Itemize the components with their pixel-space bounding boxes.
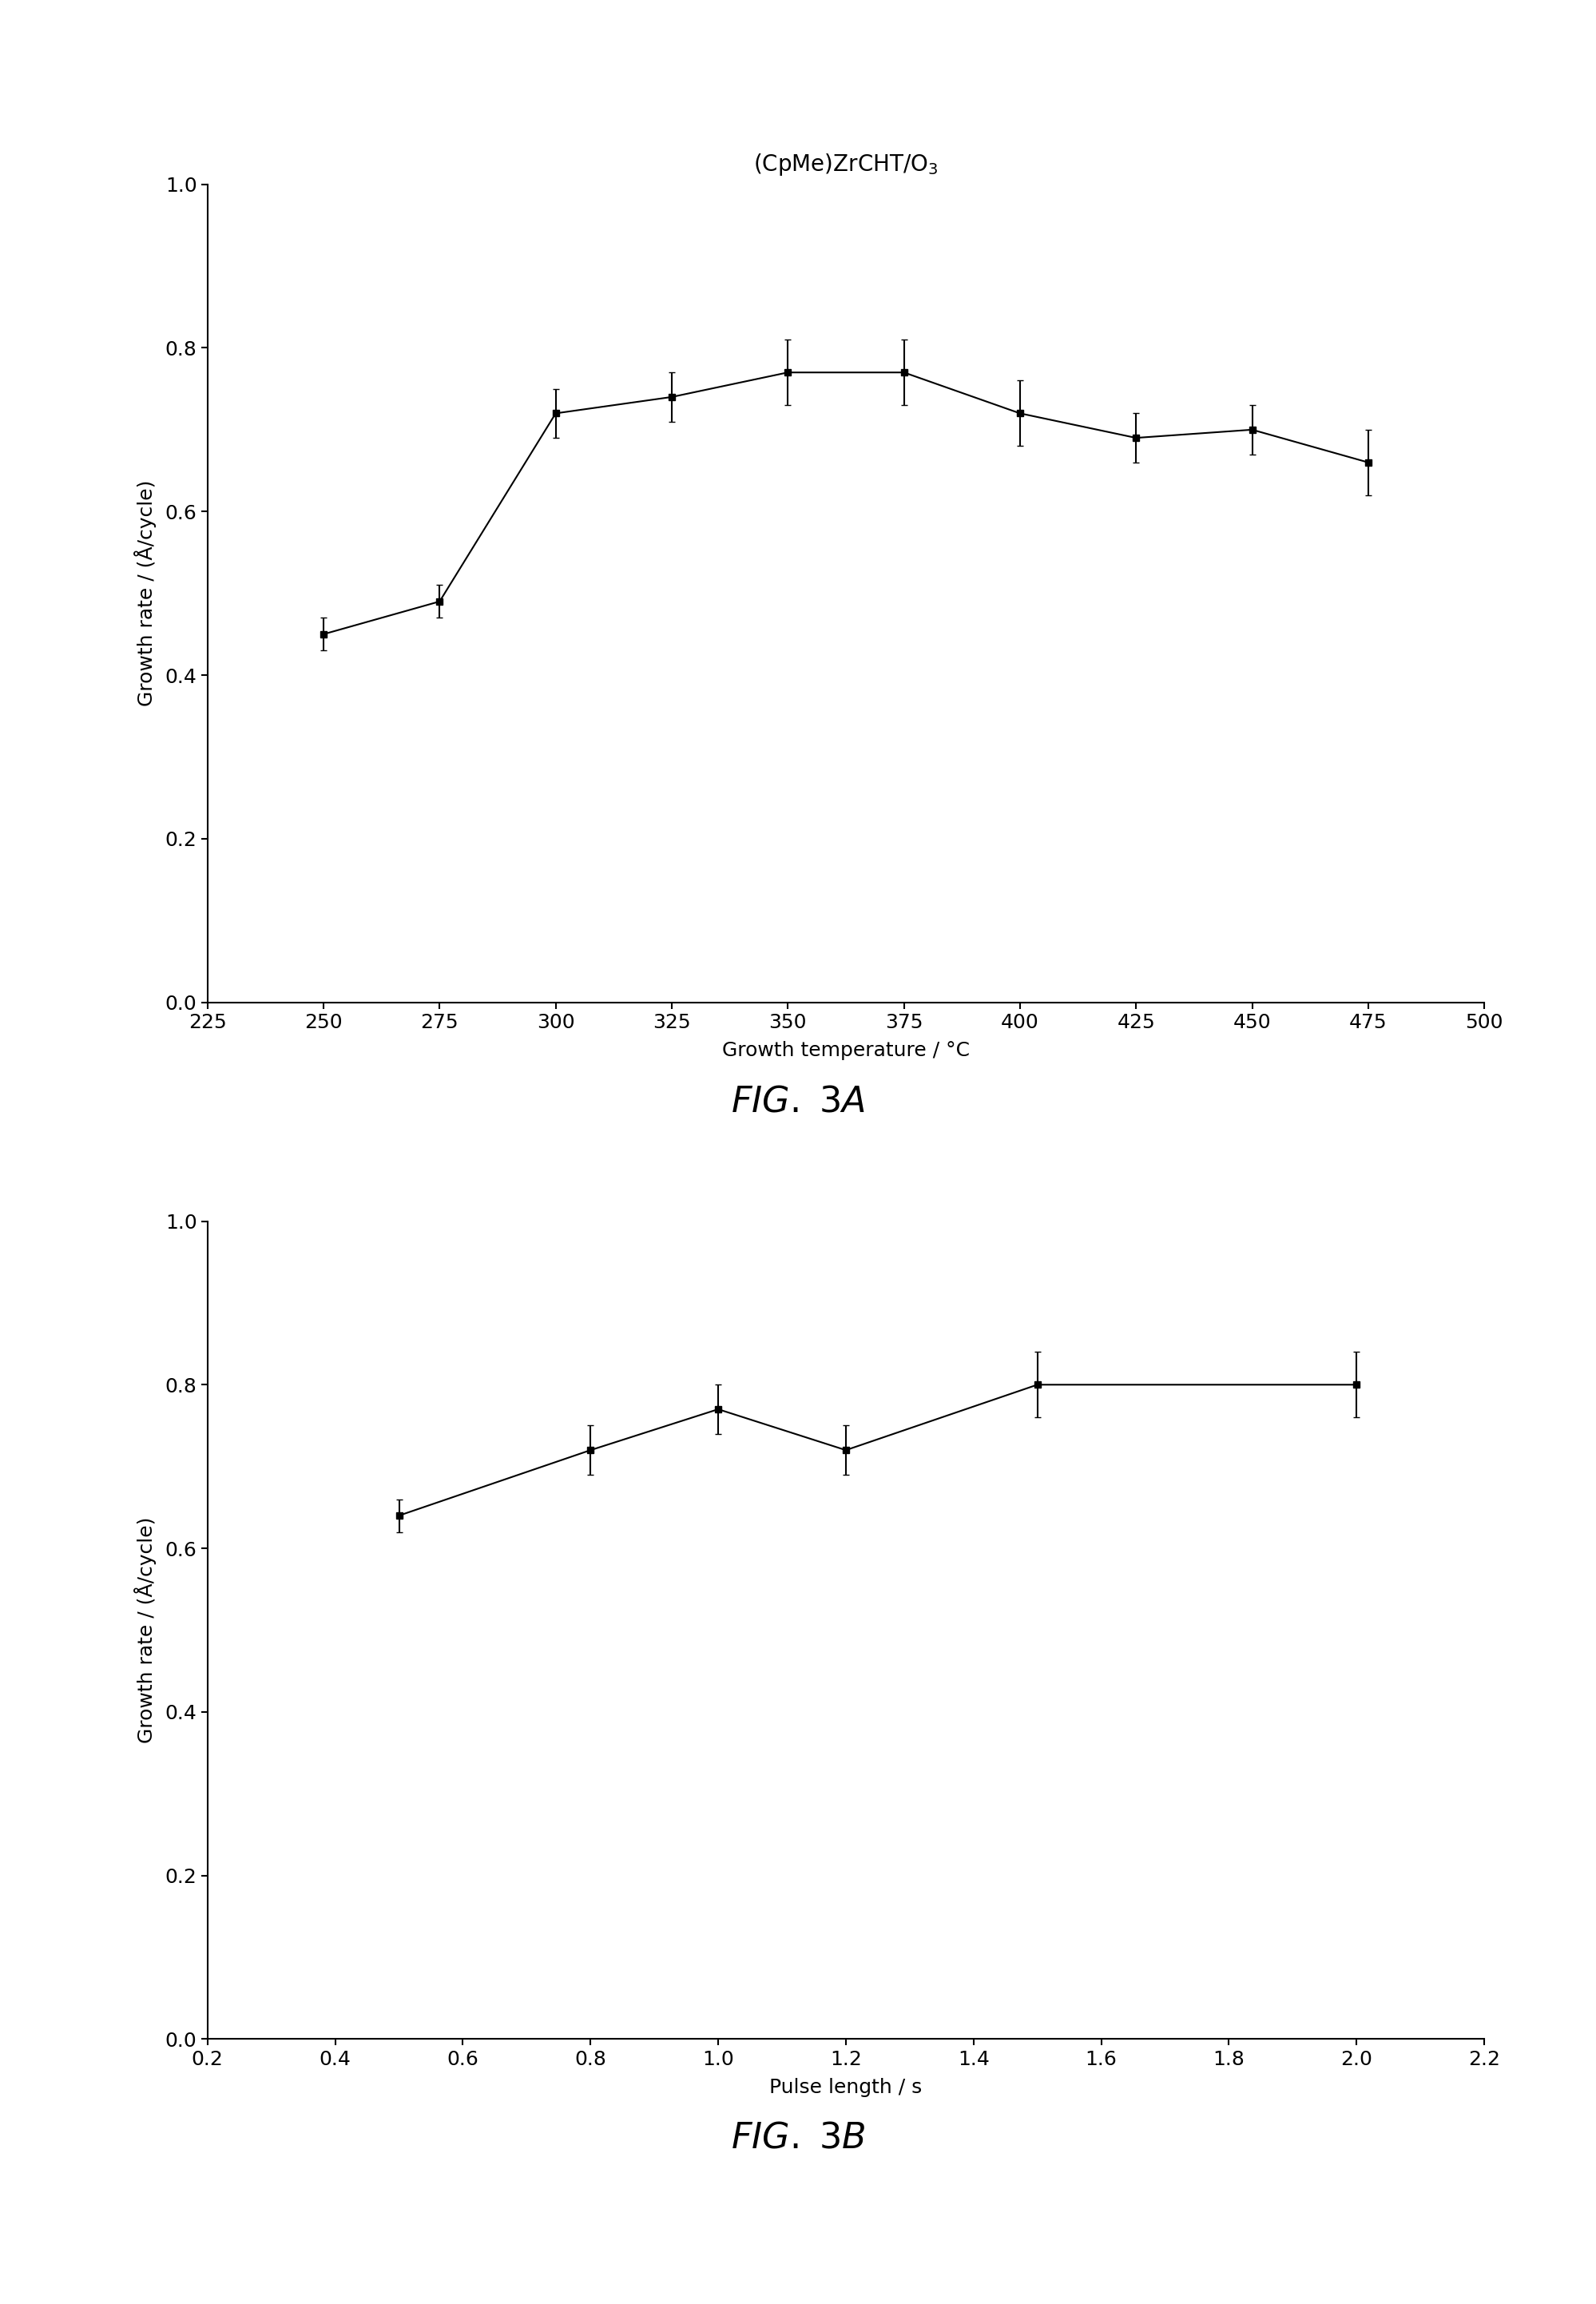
Text: $\it{FIG.\ 3B}$: $\it{FIG.\ 3B}$ [731,2122,865,2154]
Title: (CpMe)ZrCHT/O$_3$: (CpMe)ZrCHT/O$_3$ [753,152,938,177]
X-axis label: Pulse length / s: Pulse length / s [769,2078,922,2097]
Y-axis label: Growth rate / (Å/cycle): Growth rate / (Å/cycle) [134,1516,156,1744]
Y-axis label: Growth rate / (Å/cycle): Growth rate / (Å/cycle) [134,479,156,707]
Text: $\it{FIG.\ 3A}$: $\it{FIG.\ 3A}$ [731,1085,865,1117]
X-axis label: Growth temperature / °C: Growth temperature / °C [721,1041,970,1060]
